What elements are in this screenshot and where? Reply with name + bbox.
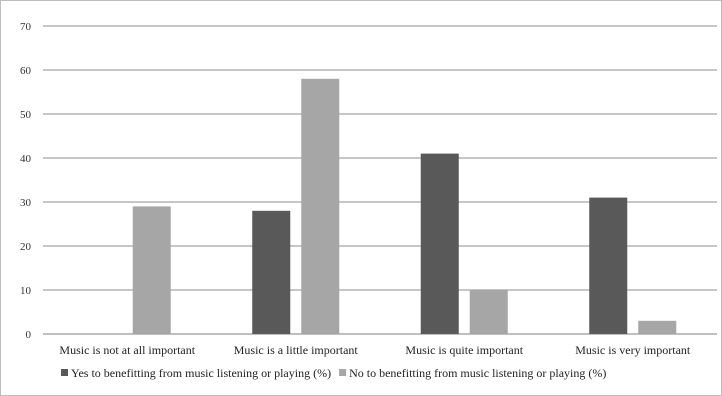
bar-no-3 <box>469 290 508 334</box>
legend-swatch-yes <box>61 369 68 376</box>
y-tick-label: 60 <box>20 65 32 77</box>
y-tick-label: 40 <box>20 153 32 165</box>
bar-no-2 <box>301 78 340 334</box>
bar-yes-3 <box>420 153 459 334</box>
bar-no-1 <box>132 206 171 334</box>
x-category-label: Music is very important <box>575 343 691 357</box>
x-axis-category-labels: Music is not at all important Music is a … <box>59 343 690 357</box>
bar-yes-4 <box>589 197 628 334</box>
y-axis-tick-labels: 0 10 20 30 40 50 60 70 <box>20 21 32 341</box>
legend-label-yes: Yes to benefitting from music listening … <box>71 366 331 380</box>
y-tick-label: 10 <box>20 285 32 297</box>
legend: Yes to benefitting from music listening … <box>61 366 606 380</box>
legend-label-no: No to benefitting from music listening o… <box>349 366 606 380</box>
bar-no-4 <box>638 320 677 334</box>
y-tick-label: 50 <box>20 109 32 121</box>
bars <box>132 78 677 334</box>
bar-yes-2 <box>252 210 291 334</box>
y-tick-label: 70 <box>20 21 32 33</box>
legend-swatch-no <box>339 369 347 376</box>
x-category-label: Music is quite important <box>405 343 523 357</box>
y-tick-label: 0 <box>26 329 32 341</box>
x-category-label: Music is not at all important <box>59 343 195 357</box>
y-tick-label: 20 <box>20 241 32 253</box>
x-category-label: Music is a little important <box>234 343 359 357</box>
y-tick-label: 30 <box>20 197 32 209</box>
